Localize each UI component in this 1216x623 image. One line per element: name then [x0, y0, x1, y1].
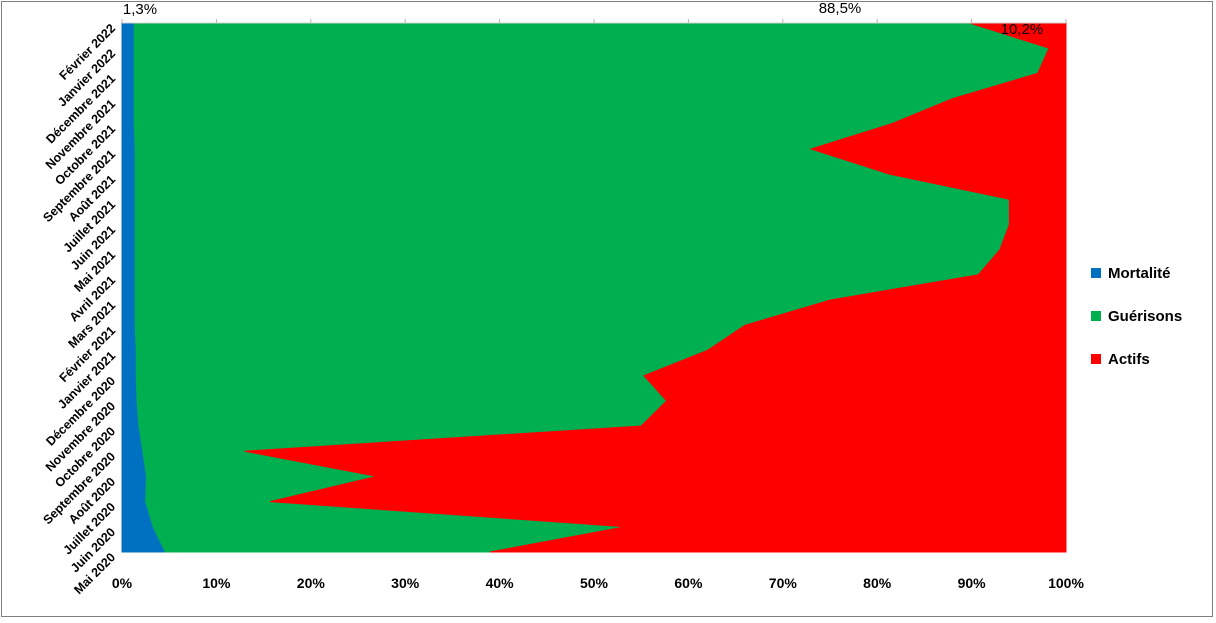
legend-swatch-guerisons — [1091, 311, 1101, 321]
x-tick-label: 80% — [863, 575, 892, 591]
value-annotation: 10,2% — [1001, 21, 1044, 38]
legend-swatch-actifs — [1091, 354, 1101, 364]
x-tick-label: 100% — [1048, 575, 1084, 591]
x-tick-label: 10% — [202, 575, 231, 591]
x-tick-label: 40% — [486, 575, 515, 591]
annotations: 1,3% 88,5% 10,2% — [123, 0, 1044, 38]
legend: Mortalité Guérisons Actifs — [1091, 265, 1182, 368]
grid-layer — [121, 19, 1067, 24]
x-axis: 0% 10% 20% 30% 40% 50% 60% 70% 80% 90% 100% — [112, 575, 1085, 591]
legend-swatch-mortalite — [1091, 268, 1101, 278]
value-annotation: 88,5% — [819, 2, 862, 17]
x-tick-label: 50% — [580, 575, 609, 591]
x-tick-label: 90% — [958, 575, 987, 591]
x-tick-label: 70% — [769, 575, 798, 591]
legend-label-guerisons: Guérisons — [1108, 308, 1182, 325]
x-tick-label: 60% — [674, 575, 703, 591]
legend-label-actifs: Actifs — [1108, 351, 1150, 368]
x-tick-label: 20% — [297, 575, 326, 591]
value-annotation: 1,3% — [123, 2, 157, 18]
series-layer — [121, 22, 1067, 553]
x-tick-label: 0% — [112, 575, 133, 591]
x-tick-label: 30% — [391, 575, 420, 591]
legend-label-mortalite: Mortalité — [1108, 265, 1171, 282]
